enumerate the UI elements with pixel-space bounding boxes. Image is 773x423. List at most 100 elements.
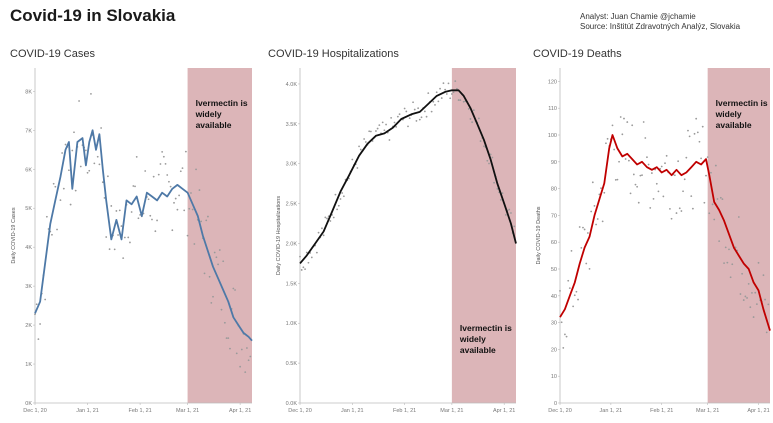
ivermectin-annotation: available — [460, 345, 496, 355]
daily-data-point — [364, 141, 367, 143]
daily-data-point — [300, 269, 303, 271]
daily-data-point — [393, 121, 396, 124]
daily-data-point — [218, 249, 221, 251]
daily-data-point — [510, 212, 512, 214]
daily-data-point — [479, 140, 482, 142]
daily-data-point — [678, 207, 681, 210]
daily-data-point — [210, 301, 213, 304]
ivermectin-annotation: widely — [459, 334, 486, 344]
daily-data-point — [59, 199, 62, 202]
daily-data-point — [719, 196, 722, 199]
daily-data-point — [159, 163, 162, 165]
daily-data-point — [573, 294, 576, 297]
daily-data-point — [754, 291, 757, 294]
y-tick-label: 50 — [551, 267, 557, 273]
daily-data-point — [705, 174, 707, 177]
daily-data-point — [407, 125, 409, 128]
daily-data-point — [698, 140, 701, 143]
daily-data-point — [580, 246, 583, 249]
daily-data-point — [471, 121, 474, 124]
daily-data-point — [188, 207, 191, 210]
daily-data-point — [570, 249, 573, 252]
daily-data-point — [751, 292, 753, 294]
daily-data-point — [69, 203, 72, 206]
daily-data-point — [444, 88, 447, 91]
deaths-chart: 0 10 20 30 40 50 60 70 80 90 100 110 120 Dec 1, 20 Jan… — [536, 68, 771, 414]
daily-data-point — [469, 118, 472, 120]
daily-data-point — [413, 108, 416, 111]
daily-data-point — [577, 298, 579, 301]
daily-data-point — [459, 99, 462, 101]
daily-data-point — [504, 214, 507, 216]
daily-data-point — [321, 227, 323, 230]
daily-data-point — [310, 256, 313, 259]
daily-data-point — [96, 155, 99, 158]
daily-data-point — [398, 113, 401, 116]
daily-data-point — [37, 338, 40, 341]
daily-data-point — [499, 199, 502, 201]
daily-data-point — [317, 231, 320, 234]
daily-data-point — [703, 201, 706, 204]
daily-data-point — [105, 236, 108, 238]
daily-data-point — [691, 207, 694, 210]
daily-data-point — [184, 150, 187, 153]
daily-data-point — [117, 234, 119, 236]
deaths-trend-line — [559, 134, 771, 331]
daily-data-point — [682, 190, 684, 193]
daily-data-point — [164, 162, 167, 165]
daily-data-point — [212, 295, 214, 298]
daily-data-point — [235, 352, 238, 355]
daily-data-point — [100, 127, 103, 129]
daily-data-point — [724, 246, 727, 249]
daily-data-point — [729, 276, 732, 279]
x-tick-label: Apr 1, 21 — [229, 408, 251, 414]
daily-data-point — [186, 234, 189, 237]
daily-data-point — [403, 107, 406, 110]
daily-data-point — [619, 116, 622, 118]
daily-data-point — [657, 190, 660, 193]
daily-data-point — [462, 100, 465, 103]
daily-data-point — [78, 100, 80, 102]
daily-data-point — [721, 198, 724, 201]
daily-data-point — [435, 91, 438, 94]
daily-data-point — [415, 120, 418, 122]
daily-data-point — [127, 236, 130, 239]
daily-data-point — [493, 181, 495, 184]
daily-data-point — [636, 185, 639, 188]
daily-data-point — [613, 148, 616, 151]
daily-data-point — [378, 124, 381, 127]
daily-data-point — [147, 198, 150, 201]
daily-data-point — [417, 107, 420, 110]
daily-data-point — [341, 192, 344, 194]
daily-data-point — [84, 149, 87, 152]
daily-data-point — [483, 145, 485, 148]
y-tick-label: 1.0K — [286, 321, 298, 327]
y-axis-label: Daily COVID-19 Deaths — [536, 206, 542, 264]
daily-data-point — [590, 210, 593, 213]
daily-data-point — [621, 133, 624, 136]
daily-data-point — [381, 121, 384, 124]
daily-data-point — [445, 93, 448, 95]
y-tick-label: 70 — [551, 213, 557, 219]
daily-data-point — [641, 174, 643, 177]
daily-data-point — [203, 272, 206, 275]
daily-data-point — [239, 365, 242, 368]
x-tick-label: Dec 1, 20 — [23, 408, 47, 414]
daily-data-point — [332, 216, 335, 219]
x-tick-label: Jan 1, 21 — [341, 408, 364, 414]
daily-data-point — [388, 139, 391, 141]
daily-data-point — [559, 289, 561, 292]
daily-data-point — [45, 215, 48, 218]
analyst-credit: Analyst: Juan Chamie @jchamie — [580, 12, 696, 21]
daily-data-point — [305, 251, 308, 254]
daily-data-point — [232, 287, 235, 290]
daily-data-point — [395, 125, 398, 128]
cases-chart: 0K 1K 2K 3K 4K 5K 6K 7K 8K Dec 1, 20 Jan 1, 21 Feb … — [11, 68, 253, 414]
daily-data-point — [631, 124, 634, 127]
y-tick-label: 80 — [551, 187, 557, 193]
daily-data-point — [713, 218, 716, 221]
daily-data-point — [578, 226, 581, 228]
daily-data-point — [44, 298, 47, 301]
daily-data-point — [767, 303, 770, 306]
daily-data-point — [765, 331, 768, 334]
